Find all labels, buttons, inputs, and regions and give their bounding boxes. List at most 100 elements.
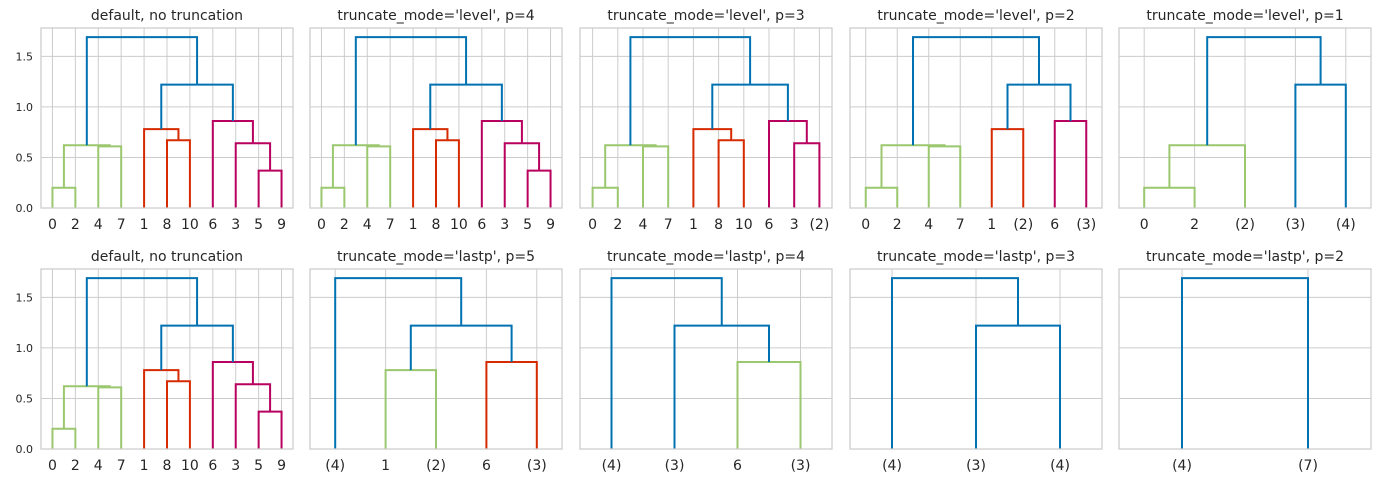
leaf-label: 2: [71, 458, 80, 474]
leaf-label: 2: [1190, 217, 1199, 233]
dendrogram-link: [234, 142, 272, 208]
leaf-label: (4): [602, 458, 622, 474]
leaf-label: 1: [689, 217, 698, 233]
y-tick-label: 0.0: [16, 443, 34, 456]
dendrogram-link: [629, 36, 752, 146]
dendrogram-link: [331, 144, 380, 188]
leaf-label: 10: [181, 217, 199, 233]
subplot-1: 0 2 4 7 1 8 10 6 3 5 9 truncate_mode='level', p=4: [309, 8, 563, 233]
subplot-0: 0.0 0.5 1.0 1.5 0 2 4 7 1 8 10 6 3 5 9 default, no trun…: [16, 8, 294, 233]
leaf-label: 6: [208, 217, 217, 233]
dendrogram-link: [412, 128, 449, 208]
dendrogram-link: [610, 277, 723, 449]
leaf-label: 4: [94, 217, 103, 233]
leaf-label: (3): [791, 458, 811, 474]
subplot-7: (4) (3) 6 (3) truncate_mode='lastp', p=4: [579, 249, 833, 474]
y-tick-label: 1.5: [16, 291, 34, 304]
axes-frame: [579, 268, 833, 450]
dendrogram-link: [62, 144, 111, 188]
leaf-label: 8: [163, 458, 172, 474]
leaf-label: (3): [1285, 217, 1305, 233]
leaf-label: 7: [117, 217, 126, 233]
dendrogram-link: [1168, 144, 1246, 208]
dendrogram-link: [768, 120, 808, 208]
dendrogram-link: [51, 427, 77, 449]
leaf-label: 5: [254, 217, 263, 233]
leaf-label: 7: [117, 458, 126, 474]
dendrogram-link: [975, 324, 1061, 449]
leaf-label: (3): [966, 458, 986, 474]
leaf-label: (4): [1336, 217, 1356, 233]
leaf-label: 9: [277, 458, 286, 474]
dendrogram-link: [891, 277, 1019, 449]
leaf-label: (2): [426, 458, 446, 474]
dendrogram-link: [642, 145, 670, 208]
y-tick-label: 0.0: [16, 202, 34, 215]
leaf-label: 10: [181, 458, 199, 474]
leaf-label: 6: [208, 458, 217, 474]
dendrogram-link: [927, 145, 962, 208]
leaf-label: 1: [409, 217, 418, 233]
dendrogram-link: [793, 142, 821, 208]
leaf-label: 0: [48, 217, 57, 233]
leaf-label: (3): [665, 458, 685, 474]
dendrogram-link: [334, 277, 463, 449]
dendrogram-link: [1294, 83, 1347, 208]
leaf-label: 4: [363, 217, 372, 233]
axes-frame: [40, 268, 294, 450]
axes-frame: [579, 27, 833, 209]
y-tick-label: 1.0: [16, 101, 34, 114]
leaf-label: 9: [546, 217, 555, 233]
dendrogram-link: [1053, 120, 1088, 208]
leaf-label: (2): [809, 217, 829, 233]
dendrogram-link: [736, 361, 802, 449]
leaf-label: 6: [1050, 217, 1059, 233]
subplot-2: 0 2 4 7 1 8 10 6 3 (2) truncate_mode='level', p=3: [579, 8, 833, 233]
leaf-label: 3: [231, 217, 240, 233]
leaf-label: 4: [94, 458, 103, 474]
dendrogram-link: [62, 385, 111, 429]
leaf-label: 4: [639, 217, 648, 233]
dendrogram-link: [880, 144, 946, 188]
subplot-8: (4) (3) (4) truncate_mode='lastp', p=3: [849, 249, 1103, 474]
dendrogram-link: [990, 128, 1025, 208]
leaf-label: 6: [482, 458, 491, 474]
subplot-title: truncate_mode='level', p=4: [337, 8, 534, 24]
dendrogram-link: [526, 169, 552, 208]
y-tick-label: 0.5: [16, 151, 34, 164]
leaf-label: 1: [140, 458, 149, 474]
leaf-label: 0: [861, 217, 870, 233]
leaf-label: (2): [1235, 217, 1255, 233]
dendrogram-link: [211, 120, 254, 208]
dendrogram-link: [503, 142, 541, 208]
leaf-label: (4): [325, 458, 345, 474]
subplot-5: 0.0 0.5 1.0 1.5 0 2 4 7 1 8 10 6 3 5 9 default, no trun…: [16, 249, 294, 474]
leaf-label: 3: [231, 458, 240, 474]
dendrogram-link: [97, 145, 123, 208]
leaf-label: 7: [664, 217, 673, 233]
dendrogram-link: [166, 380, 191, 449]
leaf-label: (2): [1013, 217, 1033, 233]
leaf-label: (7): [1298, 458, 1318, 474]
leaf-label: 0: [588, 217, 597, 233]
subplot-9: (4) (7) truncate_mode='lastp', p=2: [1118, 249, 1372, 474]
leaf-label: 1: [381, 458, 390, 474]
dendrogram-link: [384, 369, 437, 449]
subplot-3: 0 2 4 7 1 (2) 6 (3) truncate_mode='level', p=2: [849, 8, 1103, 233]
leaf-label: (3): [527, 458, 547, 474]
leaf-label: 2: [71, 217, 80, 233]
axes-frame: [1118, 27, 1372, 209]
dendrogram-link: [320, 186, 346, 208]
dendrogram-link: [143, 128, 180, 208]
subplot-4: 0 2 (2) (3) (4) truncate_mode='level', p=1: [1118, 8, 1372, 233]
leaf-label: 0: [317, 217, 326, 233]
dendrogram-link: [1206, 36, 1322, 146]
dendrogram-link: [1143, 186, 1196, 208]
dendrogram-link: [257, 410, 283, 449]
dendrogram-link: [211, 361, 254, 449]
dendrogram-link: [51, 186, 77, 208]
leaf-label: 6: [733, 458, 742, 474]
leaf-label: 9: [277, 217, 286, 233]
leaf-label: 2: [613, 217, 622, 233]
dendrogram-link: [234, 383, 272, 449]
